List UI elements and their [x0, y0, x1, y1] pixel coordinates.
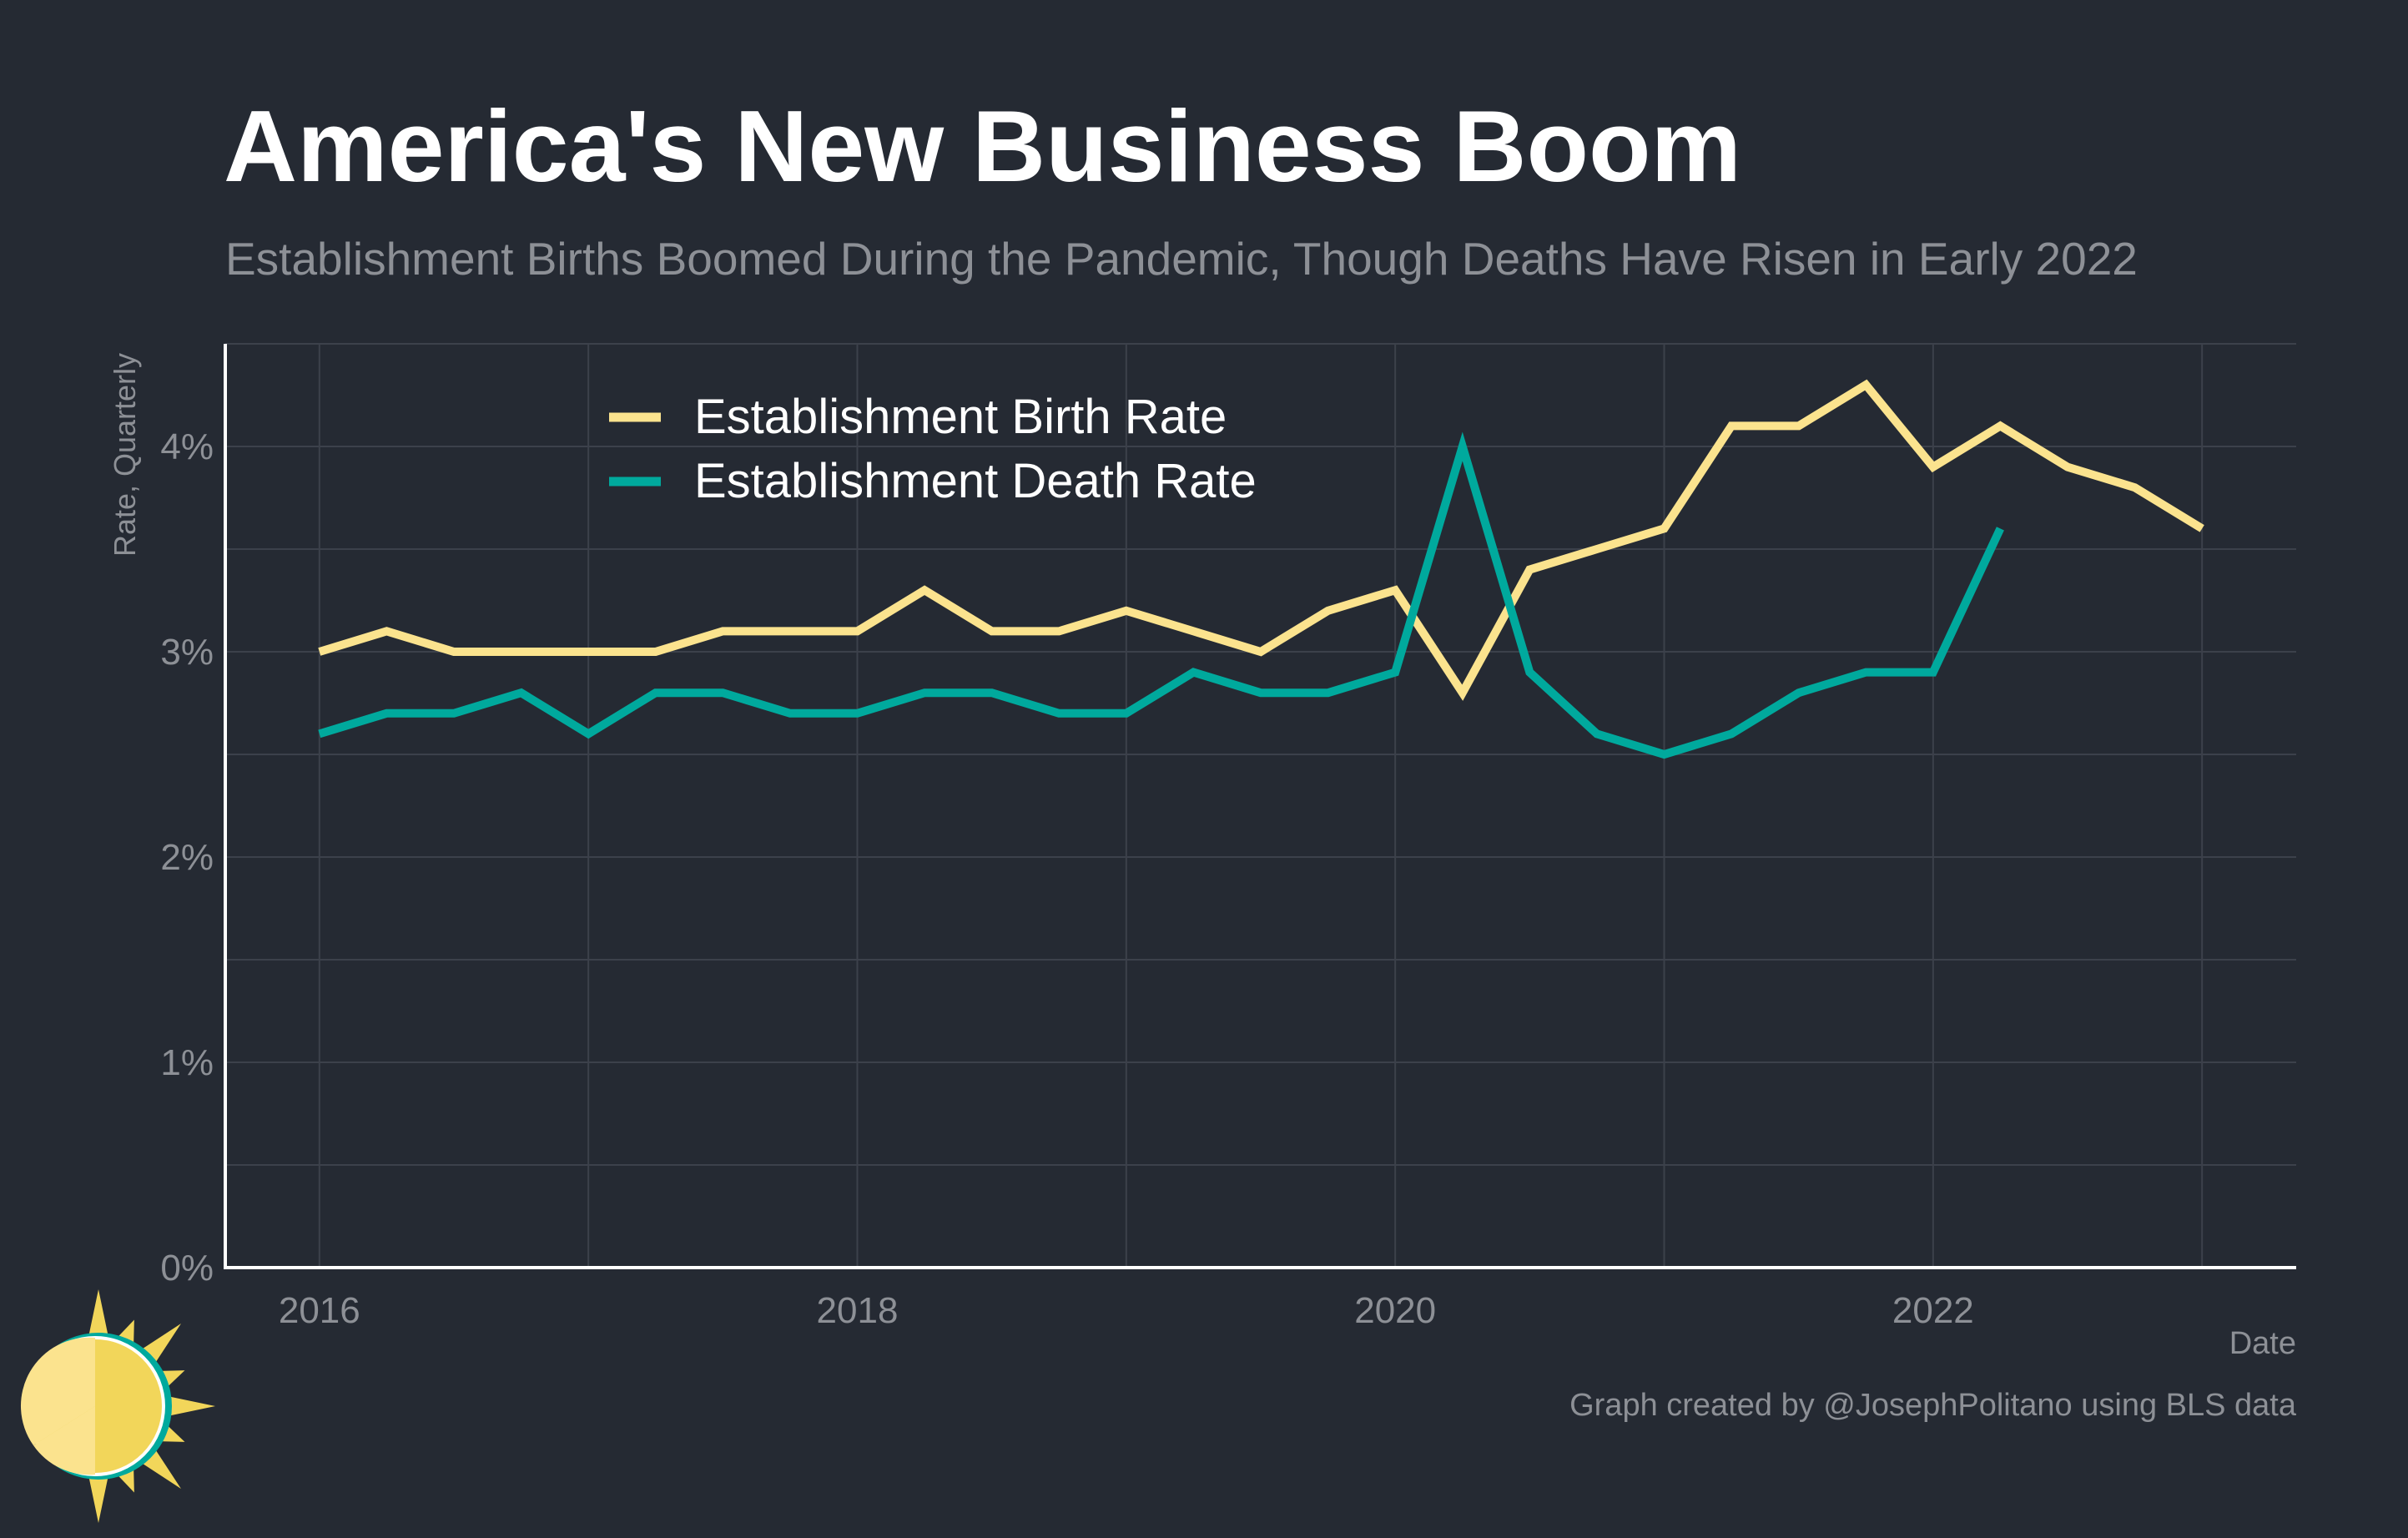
y-tick-label: 0%: [160, 1248, 214, 1288]
x-axis-label: Date: [2229, 1326, 2296, 1361]
x-tick-label: 2022: [1892, 1290, 1974, 1331]
tick-labels: 0% 1% 2% 3% 4% 2016 2018 2020 2022: [160, 426, 1973, 1331]
source-caption: Graph created by @JosephPolitano using B…: [1569, 1388, 2296, 1423]
death-rate-line: [318, 431, 2004, 759]
sun-logo-icon: [20, 1289, 215, 1523]
axes: [224, 344, 2296, 1269]
y-tick-label: 3%: [160, 632, 214, 673]
x-tick-label: 2018: [817, 1290, 899, 1331]
chart-subtitle: Establishment Births Boomed During the P…: [225, 233, 2138, 285]
series-lines: [318, 379, 2204, 759]
x-tick-label: 2016: [279, 1290, 360, 1331]
y-tick-label: 2%: [160, 837, 214, 878]
y-tick-label: 1%: [160, 1042, 214, 1083]
birth-rate-line: [318, 379, 2204, 701]
legend-label: Establishment Birth Rate: [694, 390, 1227, 444]
y-tick-label: 4%: [160, 426, 214, 467]
y-axis-label: Rate, Quarterly: [108, 353, 142, 557]
legend-label: Establishment Death Rate: [694, 454, 1257, 508]
chart-title: America's New Business Boom: [224, 89, 1741, 203]
grid-lines: [225, 343, 2296, 1268]
legend: Establishment Birth Rate Establishment De…: [609, 390, 1257, 508]
x-tick-label: 2020: [1354, 1290, 1436, 1331]
